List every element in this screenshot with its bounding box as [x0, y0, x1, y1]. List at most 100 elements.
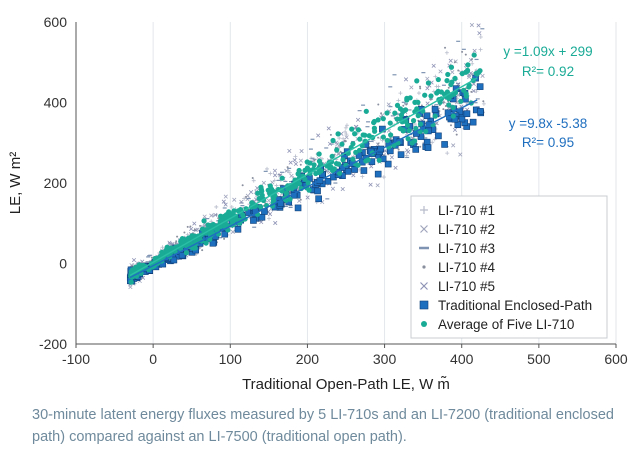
- data-point: [257, 204, 264, 210]
- legend-label: Average of Five LI-710: [438, 317, 574, 332]
- data-point: [423, 128, 429, 135]
- data-point: [384, 160, 392, 168]
- data-point: [435, 132, 442, 140]
- data-point: [314, 187, 321, 195]
- legend-item: LI-710 #3: [419, 241, 495, 256]
- data-point: [221, 230, 229, 238]
- data-point: [445, 71, 451, 78]
- data-point: [375, 117, 381, 123]
- data-point: [384, 137, 391, 144]
- data-point: [432, 113, 438, 119]
- data-point: [305, 195, 310, 200]
- data-point: [302, 167, 308, 173]
- data-point: [481, 101, 486, 106]
- legend-label: LI-710 #4: [438, 260, 496, 275]
- data-point: [369, 164, 374, 169]
- data-point: [229, 204, 234, 209]
- data-point: [339, 150, 342, 153]
- data-point: [478, 47, 483, 52]
- legend-label: LI-710 #2: [438, 222, 495, 237]
- data-point: [316, 151, 322, 157]
- y-tick-label: -200: [39, 336, 67, 352]
- data-point: [470, 61, 475, 66]
- data-point: [450, 70, 455, 75]
- data-point: [360, 174, 365, 179]
- data-point: [330, 186, 336, 191]
- data-point: [477, 108, 484, 115]
- data-point: [167, 240, 172, 245]
- data-point: [400, 109, 406, 115]
- data-point: [371, 119, 377, 126]
- data-point: [131, 257, 137, 263]
- legend-item: LI-710 #4: [422, 260, 496, 275]
- data-point: [444, 46, 447, 49]
- data-point: [444, 78, 450, 84]
- data-point: [324, 177, 332, 185]
- data-point: [375, 183, 380, 188]
- data-point: [193, 228, 196, 231]
- data-point: [448, 58, 453, 63]
- data-point: [209, 213, 214, 218]
- data-point: [365, 157, 371, 163]
- data-point: [351, 166, 358, 173]
- data-point: [298, 158, 303, 163]
- data-point: [476, 83, 484, 90]
- data-point: [251, 178, 256, 183]
- data-point: [452, 75, 458, 82]
- data-point: [384, 110, 390, 116]
- data-point: [465, 62, 471, 68]
- data-point: [251, 176, 254, 179]
- data-point: [150, 256, 153, 259]
- data-point: [201, 218, 207, 224]
- x-tick-label: 200: [296, 351, 320, 367]
- fit-equation: y =1.09x + 299: [503, 44, 592, 59]
- data-point: [357, 136, 363, 142]
- data-point: [368, 182, 373, 187]
- data-point: [339, 141, 345, 147]
- data-point: [289, 184, 295, 190]
- data-point: [285, 186, 291, 192]
- data-point: [388, 132, 394, 138]
- data-point: [221, 199, 226, 204]
- y-tick-label: 600: [44, 14, 68, 30]
- data-point: [406, 149, 411, 154]
- data-point: [352, 131, 358, 137]
- data-point: [482, 100, 485, 103]
- data-point: [469, 22, 474, 28]
- data-point: [223, 202, 228, 207]
- data-point: [413, 125, 419, 132]
- data-point: [176, 235, 179, 238]
- data-point: [286, 166, 289, 169]
- data-point: [477, 31, 482, 36]
- data-point: [446, 96, 452, 102]
- data-point: [304, 159, 310, 165]
- data-point: [429, 98, 432, 101]
- data-point: [394, 102, 401, 108]
- data-point: [316, 133, 321, 138]
- data-point: [464, 68, 470, 74]
- data-point: [469, 118, 477, 126]
- fit-line: [129, 77, 478, 277]
- data-point: [299, 163, 302, 166]
- data-point: [355, 117, 361, 122]
- y-tick-label: 0: [59, 256, 67, 272]
- data-point: [409, 85, 414, 90]
- data-point: [398, 91, 403, 96]
- data-point: [423, 112, 431, 120]
- data-point: [331, 166, 337, 172]
- data-point: [356, 147, 363, 153]
- data-point: [295, 171, 301, 177]
- data-point: [288, 160, 293, 165]
- data-point: [377, 103, 380, 106]
- data-point: [424, 144, 432, 151]
- data-point: [223, 194, 228, 199]
- data-point: [239, 199, 244, 205]
- data-point: [249, 190, 254, 195]
- data-point: [340, 157, 346, 163]
- data-point: [199, 224, 202, 227]
- fit-annotations: y =1.09x + 299 R²= 0.92 y =9.8x -5.38 R²= 0…: [503, 44, 592, 150]
- data-point: [463, 93, 470, 99]
- data-point: [231, 208, 237, 214]
- data-point: [380, 134, 386, 140]
- data-point: [250, 217, 257, 224]
